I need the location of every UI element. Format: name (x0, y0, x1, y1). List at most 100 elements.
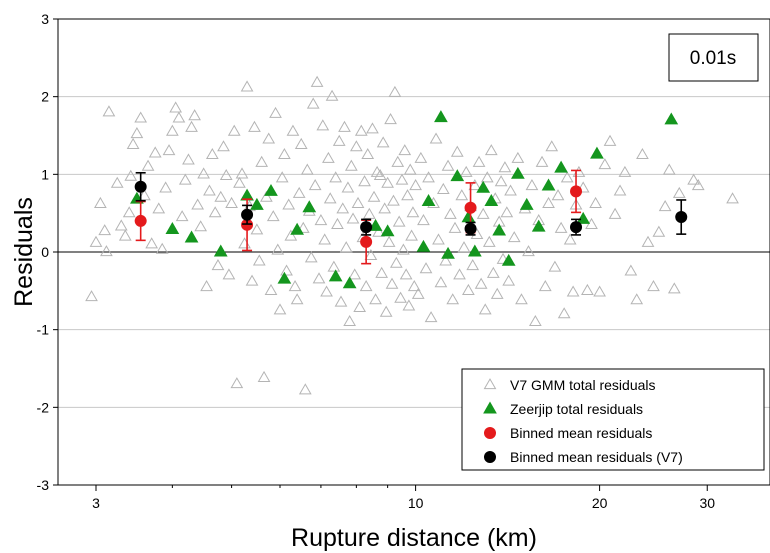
zeerjip-residual-point (434, 110, 448, 123)
v7-residual-point (419, 262, 433, 274)
v7-residual-point (248, 120, 261, 132)
v7-residual-point (554, 221, 568, 233)
v7-residual-point (145, 237, 159, 249)
zeerjip-residual-point (511, 166, 525, 179)
v7-residual-point (636, 147, 649, 160)
v7-residual-point (353, 300, 367, 313)
v7-residual-point (314, 213, 328, 226)
v7-residual-point (359, 280, 373, 292)
v7-residual-point (238, 237, 251, 249)
v7-residual-point (191, 198, 205, 210)
v7-residual-point (124, 169, 138, 181)
v7-residual-point (672, 186, 686, 198)
v7-residual-point (691, 179, 705, 191)
zeerjip-residual-point (484, 194, 499, 206)
v7-residual-point (444, 207, 457, 219)
zeerjip-residual-point (250, 197, 264, 210)
v7-residual-point (397, 243, 410, 255)
v7-residual-point (269, 106, 282, 118)
legend-label: Binned mean residuals (510, 425, 652, 441)
v7-residual-point (726, 192, 739, 204)
v7-residual-point (257, 370, 271, 382)
v7-residual-point (89, 235, 103, 247)
v7-residual-point (457, 241, 471, 253)
v7-residual-point (203, 184, 216, 196)
v7-residual-point (502, 274, 516, 286)
period-box: 0.01s (668, 33, 759, 82)
zeerjip-residuals-layer (130, 110, 679, 289)
v7-residual-point (662, 163, 676, 175)
v7-residual-point (211, 259, 225, 271)
v7-residual-point (175, 210, 189, 222)
v7-residual-point (507, 231, 521, 243)
v7-residual-point (462, 283, 475, 295)
v7-residual-point (298, 383, 312, 395)
v7-residual-point (343, 314, 357, 327)
v7-residual-point (162, 144, 176, 156)
v7-residual-point (110, 176, 124, 188)
v7-residual-point (589, 196, 602, 208)
binned-mean-point (570, 185, 583, 198)
v7-residual-point (496, 252, 510, 264)
v7-residual-point (385, 277, 399, 289)
v7-residual-point (290, 293, 304, 305)
v7-residual-point (334, 295, 348, 307)
v7-residual-point (401, 189, 414, 201)
grid-layer (58, 96, 770, 408)
v7-residual-point (581, 283, 594, 295)
v7-residual-point (339, 241, 353, 253)
v7-residual-point (331, 217, 344, 229)
v7-residual-point (214, 190, 228, 202)
v7-residual-point (240, 80, 254, 92)
v7-residual-point (387, 194, 400, 206)
v7-residual-point (273, 303, 287, 315)
v7-residual-point (515, 293, 528, 305)
v7-residual-point (560, 171, 574, 183)
binned-mean-point (464, 201, 477, 214)
v7-residual-point (378, 202, 392, 214)
zeerjip-residual-point (450, 169, 465, 182)
v7-residual-point (185, 120, 198, 132)
v7-residual-point (316, 119, 330, 131)
v7-residual-point (476, 207, 490, 219)
y-tick-label: 1 (41, 166, 49, 182)
v7-binned-mean-point (464, 222, 477, 235)
zeerjip-residual-point (590, 146, 604, 159)
v7-residual-point (630, 293, 644, 305)
v7-residual-point (245, 274, 259, 286)
v7-residual-point (429, 132, 443, 144)
v7-residual-point (576, 181, 590, 193)
zeerjip-residual-point (213, 244, 228, 257)
v7-residual-point (446, 293, 460, 305)
v7-residual-point (432, 233, 445, 245)
v7-residual-point (208, 206, 222, 218)
v7-residual-point (169, 101, 183, 113)
v7-residual-point (474, 277, 488, 289)
v7-residual-point (450, 145, 464, 157)
v7-residual-point (329, 171, 343, 183)
v7-binned-mean-point (241, 208, 254, 221)
v7-residual-point (230, 377, 244, 389)
v7-residual-point (205, 147, 219, 160)
v7-residual-point (364, 248, 378, 261)
v7-residual-point (422, 171, 435, 183)
v7-residual-point (284, 229, 298, 241)
v7-residual-point (388, 85, 402, 97)
v7-residual-point (348, 268, 362, 280)
y-axis-title: Residuals (10, 197, 38, 307)
zeerjip-residual-point (554, 160, 568, 173)
v7-residual-point (327, 260, 341, 272)
v7-residual-point (296, 221, 310, 233)
v7-residual-point (306, 97, 320, 109)
v7-residual-point (288, 280, 302, 292)
v7-residual-point (593, 285, 606, 297)
v7-residual-point (275, 171, 289, 183)
v7-residual-point (538, 280, 552, 292)
v7-residual-point (262, 132, 276, 144)
v7-residual-point (557, 307, 571, 319)
zeerjip-residual-point (492, 223, 507, 236)
v7-residual-point (392, 215, 406, 227)
v7-residual-point (572, 165, 586, 177)
v7-residual-point (320, 285, 333, 297)
v7-residual-point (188, 109, 201, 121)
